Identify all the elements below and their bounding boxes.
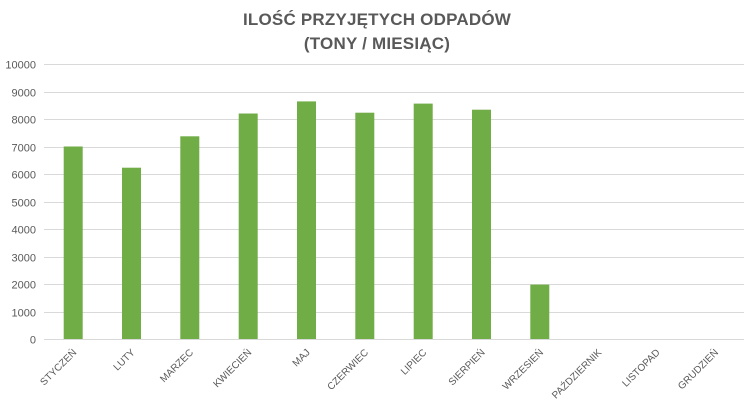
y-tick-label: 2000 xyxy=(12,280,36,292)
x-tick-label: LISTOPAD xyxy=(621,347,663,389)
x-axis-tick-labels: STYCZEŃ LUTY MARZEC KWIECIEŃ MAJ CZERWIEC LIPI… xyxy=(37,346,721,402)
chart-subtitle: (TONY / MIESIĄC) xyxy=(303,34,451,53)
y-tick-label: 5000 xyxy=(12,198,36,210)
bar-3 xyxy=(238,113,258,339)
x-tick-label: LIPIEC xyxy=(399,347,429,377)
x-tick-label: WRZESIEŃ xyxy=(499,346,546,393)
x-tick-label: STYCZEŃ xyxy=(37,346,79,388)
y-tick-label: 1000 xyxy=(12,308,36,320)
bar-4 xyxy=(297,101,316,340)
y-tick-label: 7000 xyxy=(12,143,36,155)
x-tick-label: MARZEC xyxy=(158,347,196,385)
y-tick-label: 4000 xyxy=(12,225,36,237)
y-axis-tick-labels: 0 1000 2000 3000 4000 5000 6000 7000 8000 9000 100… xyxy=(5,60,36,347)
bars xyxy=(63,101,550,340)
bar-6 xyxy=(413,103,433,339)
y-tick-label: 0 xyxy=(30,335,36,347)
bar-1 xyxy=(122,167,141,339)
x-tick-label: KWIECIEŃ xyxy=(210,346,254,390)
chart-title: ILOŚĆ PRZYJĘTYCH ODPADÓW xyxy=(242,10,511,29)
x-tick-label: PAŹDZIERNIK xyxy=(549,346,605,402)
y-tick-label: 10000 xyxy=(5,60,36,72)
bar-8 xyxy=(530,284,550,339)
x-tick-label: GRUDZIEŃ xyxy=(675,346,721,392)
y-tick-label: 9000 xyxy=(12,88,36,100)
y-tick-label: 8000 xyxy=(12,115,36,127)
gridlines xyxy=(44,64,744,340)
x-tick-label: SIERPIEŃ xyxy=(445,346,487,388)
bar-2 xyxy=(180,136,200,339)
y-tick-label: 6000 xyxy=(12,170,36,182)
y-tick-label: 3000 xyxy=(12,253,36,265)
x-tick-label: MAJ xyxy=(291,347,313,369)
bar-7 xyxy=(472,109,491,339)
x-tick-label: LUTY xyxy=(112,347,138,373)
bar-5 xyxy=(355,112,375,339)
x-tick-label: CZERWIEC xyxy=(326,347,371,392)
bar-0 xyxy=(63,146,83,339)
